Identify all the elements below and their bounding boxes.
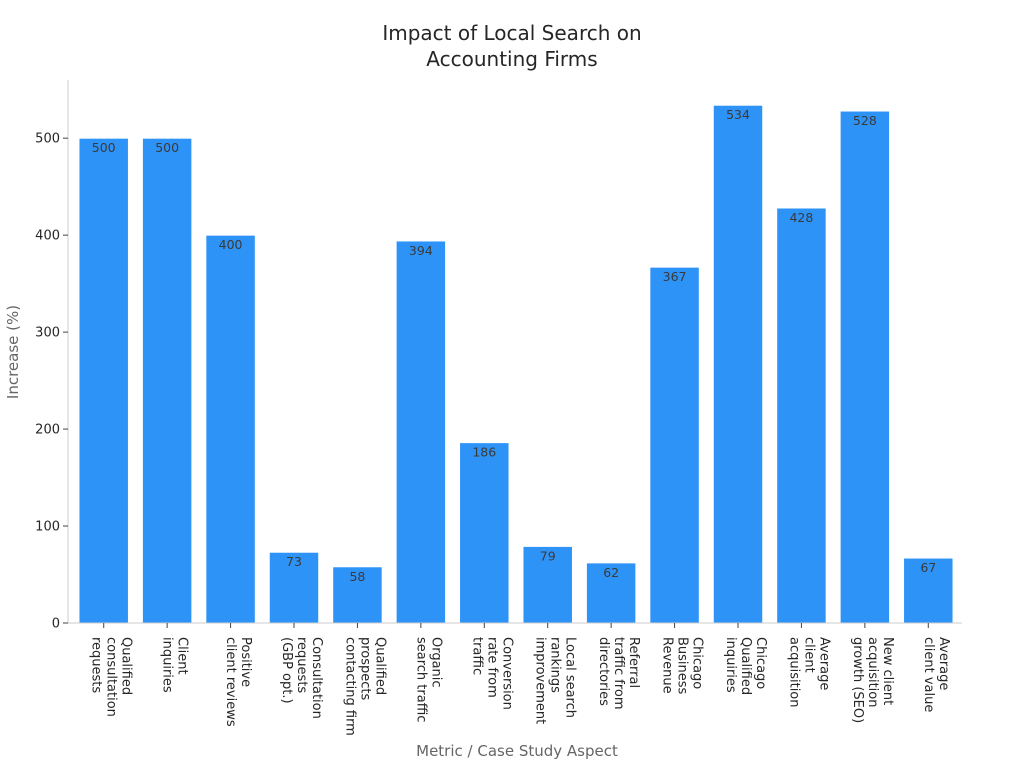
x-tick-label-line: directories (596, 637, 611, 706)
x-tick-label-line: Average (936, 637, 951, 690)
x-tick-label-line: requests (294, 637, 309, 693)
y-tick-label: 500 (35, 132, 60, 147)
bar-data-label: 400 (219, 237, 243, 252)
x-tick-label-line: (GBP opt.) (279, 637, 294, 704)
x-tick-label-line: inquiries (723, 637, 738, 693)
x-tick-label-line: Local search (563, 637, 578, 718)
bar-data-label: 428 (789, 210, 813, 225)
x-tick-label-line: contacting firm (342, 637, 357, 736)
bar-data-label: 73 (286, 554, 302, 569)
x-tick-label-line: consultation (104, 637, 119, 717)
bar-data-label: 58 (349, 569, 365, 584)
x-tick-label-line: client value (921, 637, 936, 712)
bar-data-label: 500 (92, 140, 116, 155)
x-tick-label-line: Consultation (309, 637, 324, 719)
bar (712, 104, 764, 624)
y-tick-label: 400 (35, 229, 60, 244)
x-tick-label-line: acquisition (786, 637, 801, 708)
x-tick-label-line: Chicago (690, 637, 705, 689)
bar (649, 266, 700, 624)
y-tick-label: 200 (35, 423, 60, 438)
bar-data-label: 500 (155, 140, 179, 155)
x-tick-label-line: traffic from (611, 637, 626, 710)
bar (839, 110, 891, 624)
x-tick-label-line: client reviews (223, 637, 238, 727)
chart-title-line-2: Accounting Firms (426, 47, 597, 71)
x-tick-label-line: requests (89, 637, 104, 693)
x-tick-label-line: Chicago (753, 637, 768, 689)
bar (205, 234, 256, 624)
y-tick-label: 300 (35, 326, 60, 341)
bar-data-label: 186 (472, 445, 496, 460)
bar-data-label: 394 (409, 243, 433, 258)
bars-group: 500 500 400 73 58 394 186 79 62 367 534 428 528 67 (78, 104, 954, 624)
bar (332, 566, 383, 624)
bar (141, 137, 193, 624)
x-tick-label-line: Qualified (119, 637, 134, 695)
bar-data-label: 534 (726, 107, 750, 122)
bar (522, 545, 573, 624)
x-tick-label-line: Referral (626, 637, 641, 688)
chart-title-line-1: Impact of Local Search on (382, 21, 641, 45)
chart-title: Impact of Local Search on Accounting Fir… (382, 21, 641, 71)
x-tick-label-line: search traffic (413, 637, 428, 722)
x-tick-label-line: Client (175, 637, 190, 675)
x-tick-label-line: Positive (238, 637, 253, 687)
x-axis-label: Metric / Case Study Aspect (416, 742, 618, 760)
x-tick-label-line: Organic (428, 637, 443, 688)
bar (78, 137, 129, 624)
bar-data-label: 367 (663, 269, 687, 284)
x-tick-label-line: growth (SEO) (850, 637, 865, 723)
x-tick-label-line: traffic (469, 637, 484, 675)
x-tick-label-line: inquiries (160, 637, 175, 693)
x-tick-label-line: Business (675, 637, 690, 695)
x-tick-label-line: rankings (548, 637, 563, 693)
bar-data-label: 67 (920, 560, 936, 575)
x-tick-label-line: acquisition (865, 637, 880, 708)
bar-data-label: 79 (540, 548, 556, 563)
bar-data-label: 62 (603, 565, 619, 580)
x-tick-label-line: Qualified (738, 637, 753, 695)
x-tick-label-line: improvement (533, 637, 548, 724)
x-tick-label-line: Average (816, 637, 831, 690)
x-tick-label-line: Revenue (660, 637, 675, 694)
x-tick-label-line: rate from (484, 637, 499, 698)
y-tick-label: 0 (52, 617, 60, 632)
x-tick-label-line: prospects (357, 637, 372, 701)
x-tick-label-line: client (801, 637, 816, 673)
x-tick-label-line: Qualified (372, 637, 387, 695)
y-tick-label: 100 (35, 520, 60, 535)
bar (585, 562, 637, 624)
bar (459, 442, 510, 624)
y-axis-label: Increase (%) (4, 305, 22, 399)
bar (395, 240, 447, 624)
x-tick-label-line: Conversion (499, 637, 514, 710)
bar (268, 551, 320, 624)
y-axis: 0 100 200 300 400 500 (35, 80, 69, 632)
bar (776, 207, 827, 624)
bar-data-label: 528 (853, 113, 877, 128)
x-tick-label-line: New client (880, 637, 895, 705)
